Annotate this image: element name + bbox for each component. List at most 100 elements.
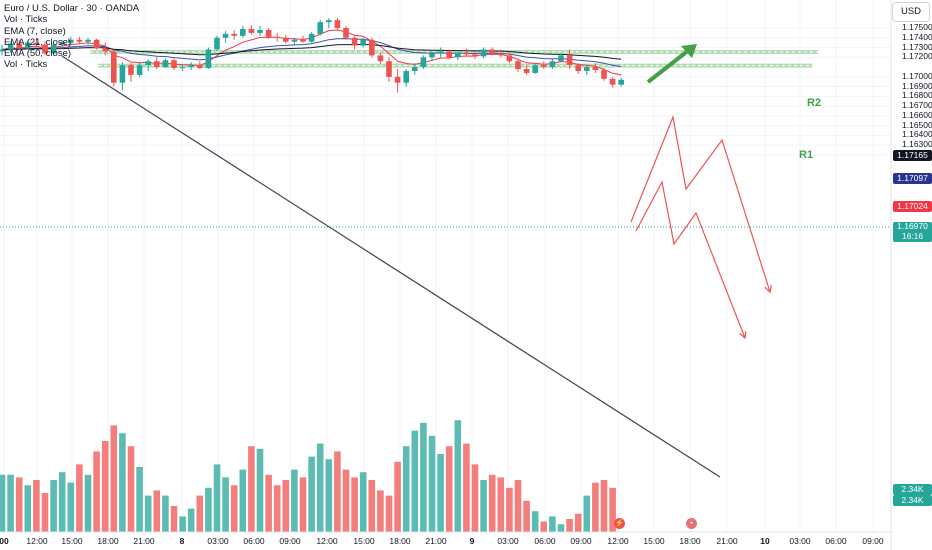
projection-arrowhead xyxy=(739,330,747,340)
volume-bar xyxy=(67,482,75,532)
candle-body xyxy=(59,42,65,45)
candle-body xyxy=(222,33,229,38)
volume-bar xyxy=(540,521,548,532)
volume-tag: 2.34K xyxy=(893,484,932,495)
ema7-price-tag: 1.17024 xyxy=(893,201,932,212)
time-axis-label: 03:00 xyxy=(497,536,519,546)
candle-body xyxy=(541,65,547,68)
candle-body xyxy=(351,37,358,46)
us-flag-icon[interactable]: ▪ xyxy=(686,518,697,529)
indicator-vol-2[interactable]: Vol · Ticks xyxy=(4,59,48,71)
time-axis-label: 00 xyxy=(0,536,9,546)
projection-path xyxy=(630,114,771,293)
candle-body xyxy=(429,53,435,58)
candle-body xyxy=(283,37,289,42)
price-axis-label: 1.17500 xyxy=(902,22,932,32)
time-axis-label: 21:00 xyxy=(133,536,155,546)
volume-bar xyxy=(437,454,444,532)
candle-body xyxy=(575,65,581,71)
volume-bar xyxy=(93,451,100,532)
volume-bar xyxy=(454,420,462,532)
indicator-vol[interactable]: Vol · Ticks xyxy=(4,14,48,26)
volume-bar xyxy=(170,506,178,532)
volume-bar xyxy=(334,451,341,532)
candle-body xyxy=(515,61,521,70)
volume-bar xyxy=(359,472,367,532)
volume-bar xyxy=(574,513,582,532)
r1-label: R1 xyxy=(799,149,814,161)
bullish-arrow xyxy=(646,44,697,84)
candle-body xyxy=(446,51,452,58)
time-axis-label: 09:00 xyxy=(862,536,884,546)
time-axis-label: 15:00 xyxy=(643,536,665,546)
candle-body xyxy=(480,49,487,57)
candle-body xyxy=(343,28,349,38)
candle-body xyxy=(532,65,538,73)
volume-bar xyxy=(566,519,573,532)
candle-body xyxy=(291,39,298,42)
candle-body xyxy=(102,48,108,52)
candle-body xyxy=(506,55,513,62)
price-axis-label: 1.16500 xyxy=(902,119,932,130)
candle-body xyxy=(455,52,461,58)
symbol-title[interactable]: Euro / U.S. Dollar · 30 · OANDA xyxy=(4,3,140,14)
candle-body xyxy=(308,33,315,42)
grid xyxy=(0,0,891,532)
volume-bar xyxy=(144,495,152,532)
candle-body xyxy=(558,55,564,62)
ema21-price-tag: 1.17097 xyxy=(893,173,932,184)
volume-bar xyxy=(600,480,608,532)
volume-bar xyxy=(15,477,23,532)
volume-bar xyxy=(549,516,556,532)
time-axis-label: 03:00 xyxy=(789,536,811,546)
indicator-ema7[interactable]: EMA (7, close) xyxy=(4,25,66,37)
indicator-ema21[interactable]: EMA (21, close) xyxy=(4,36,72,48)
trendline xyxy=(61,55,721,478)
price-axis-label: 1.16700 xyxy=(902,100,932,111)
volume-bar xyxy=(428,435,436,532)
time-axis-label: 12:00 xyxy=(316,536,338,546)
candle-body xyxy=(136,65,143,75)
candle-body xyxy=(300,39,306,42)
indicator-ema50[interactable]: EMA (50, close) xyxy=(4,48,72,60)
zone-r2 xyxy=(90,49,818,54)
candle-body xyxy=(145,61,151,66)
volume-bar xyxy=(119,433,126,532)
volume-bar xyxy=(84,474,92,532)
volume-bar xyxy=(136,467,143,532)
candle-body xyxy=(386,61,392,77)
lightning-icon[interactable]: ⚡ xyxy=(614,518,625,529)
time-axis-label: 09:00 xyxy=(570,536,592,546)
candle-body xyxy=(334,20,341,28)
candle-body xyxy=(360,39,366,46)
candle-body xyxy=(33,42,40,45)
volume-bar xyxy=(394,461,401,532)
candle-body xyxy=(128,65,134,75)
volume-bar xyxy=(187,508,195,532)
candle-body xyxy=(394,76,401,83)
volume-bar xyxy=(101,441,109,532)
price-axis-label: 1.16300 xyxy=(902,139,932,150)
time-axis-label: 15:00 xyxy=(61,536,83,546)
currency-button[interactable]: USD xyxy=(892,2,930,22)
volume-bar xyxy=(411,430,419,532)
candle-body xyxy=(85,39,91,42)
candle-body xyxy=(248,28,255,33)
time-axis-label: 21:00 xyxy=(716,536,738,546)
price-axis-label: 1.16800 xyxy=(902,90,932,101)
volume-bar xyxy=(265,474,272,532)
price-axis-label: 1.16900 xyxy=(902,80,932,91)
candle-body xyxy=(420,57,427,68)
candle-body xyxy=(549,61,556,68)
candle-body xyxy=(369,39,375,56)
time-axis-label: 06:00 xyxy=(534,536,556,546)
volume-bar xyxy=(33,480,40,532)
candle-body xyxy=(472,54,478,57)
time-axis-label: 06:00 xyxy=(825,536,847,546)
volume-bar xyxy=(24,485,32,532)
volume-bar xyxy=(213,464,221,532)
volume-bar xyxy=(162,495,169,532)
candle-body xyxy=(412,67,418,71)
candle-body xyxy=(377,55,384,62)
